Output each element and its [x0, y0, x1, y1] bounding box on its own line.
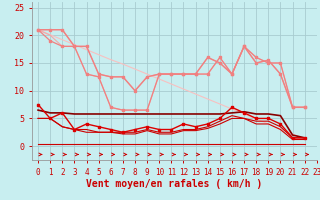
- X-axis label: Vent moyen/en rafales ( km/h ): Vent moyen/en rafales ( km/h ): [86, 179, 262, 189]
